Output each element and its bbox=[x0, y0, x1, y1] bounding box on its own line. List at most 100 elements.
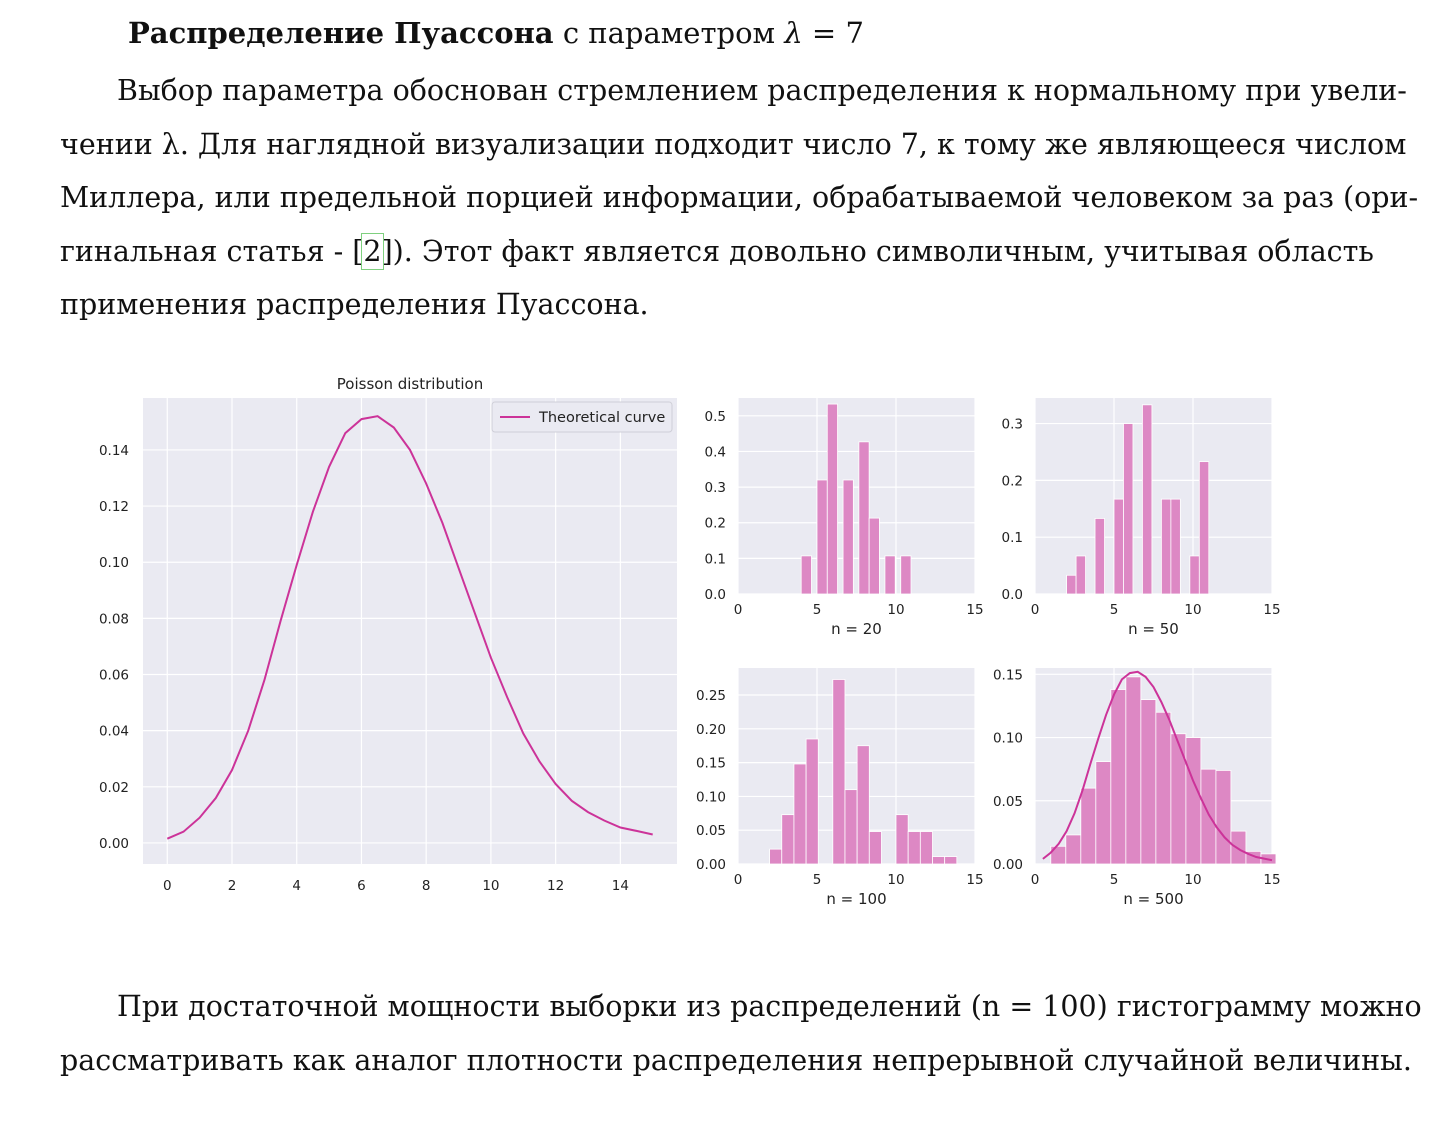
y-tick-label: 0.2 bbox=[1002, 473, 1023, 489]
histogram-bar bbox=[1200, 768, 1217, 865]
y-tick-label: 0.10 bbox=[696, 789, 726, 805]
y-tick-label: 0.06 bbox=[99, 668, 129, 684]
y-tick-label: 0.08 bbox=[99, 611, 129, 627]
x-axis-label: n = 500 bbox=[1123, 890, 1183, 908]
histogram-bar bbox=[769, 848, 783, 865]
x-tick-label: 10 bbox=[1184, 872, 1201, 888]
histogram-bar bbox=[900, 555, 912, 595]
y-tick-label: 0.15 bbox=[696, 756, 726, 772]
y-tick-label: 0.05 bbox=[696, 823, 726, 839]
y-tick-label: 0.3 bbox=[705, 480, 726, 496]
histogram-bar bbox=[944, 856, 958, 865]
histogram-bar bbox=[844, 789, 858, 865]
x-tick-label: 12 bbox=[547, 878, 564, 894]
y-tick-label: 0.0 bbox=[705, 587, 726, 603]
histogram-bar bbox=[858, 441, 870, 595]
histogram-n500: 0 5 10 15 0.00 0.05 0.10 0.15 n = 500 bbox=[993, 667, 1281, 908]
histogram-bar bbox=[1095, 761, 1112, 865]
y-tick-label: 0.5 bbox=[705, 409, 726, 425]
paragraph-1-line-2: чении λ. Для наглядной визуализации подх… bbox=[60, 127, 1407, 161]
x-tick-label: 2 bbox=[228, 878, 237, 894]
histogram-bar bbox=[1189, 555, 1200, 595]
x-tick-label: 10 bbox=[887, 872, 904, 888]
histogram-bar bbox=[1198, 461, 1210, 595]
y-tick-label: 0.1 bbox=[705, 551, 726, 567]
y-tick-label: 0.12 bbox=[99, 499, 129, 515]
x-tick-label: 10 bbox=[887, 602, 904, 618]
histogram-bar bbox=[895, 814, 909, 865]
citation-link[interactable]: 2 bbox=[361, 232, 384, 270]
y-tick-label: 0.0 bbox=[1002, 587, 1023, 603]
y-tick-label: 0.4 bbox=[705, 444, 726, 460]
x-tick-label: 0 bbox=[1031, 602, 1040, 618]
x-tick-label: 15 bbox=[966, 602, 983, 618]
histogram-bar bbox=[1125, 676, 1142, 865]
histogram-bar bbox=[832, 679, 846, 865]
x-tick-label: 5 bbox=[1110, 872, 1119, 888]
histogram-n100: 0 5 10 15 0.00 0.05 0.10 0.15 0.20 0.25 n = 100 bbox=[696, 668, 984, 908]
histogram-bar bbox=[826, 403, 838, 595]
legend-label: Theoretical curve bbox=[538, 410, 665, 426]
x-tick-label: 5 bbox=[813, 872, 822, 888]
section-heading: Распределение Пуассона с параметром λ = … bbox=[128, 16, 864, 50]
x-tick-label: 15 bbox=[1263, 602, 1280, 618]
x-tick-label: 15 bbox=[966, 872, 983, 888]
histogram-bar bbox=[1140, 699, 1157, 865]
legend-box bbox=[491, 401, 673, 433]
density-curve bbox=[1042, 670, 1273, 862]
histogram-bar bbox=[816, 479, 828, 595]
x-tick-label: 0 bbox=[734, 872, 743, 888]
theoretical-curve bbox=[166, 415, 653, 840]
paragraph-1-line-4: гинальная статья - [2]). Этот факт являе… bbox=[60, 225, 1374, 279]
histogram-bar bbox=[884, 555, 896, 595]
histogram-bar bbox=[1142, 404, 1153, 595]
y-tick-label: 0.14 bbox=[99, 443, 129, 459]
x-tick-label: 10 bbox=[1184, 602, 1201, 618]
paragraph-2-line-1: При достаточной мощности выборки из расп… bbox=[117, 990, 1422, 1023]
x-axis-label: n = 20 bbox=[831, 620, 882, 638]
histogram-bar bbox=[1094, 518, 1105, 595]
y-tick-label: 0.02 bbox=[99, 780, 129, 796]
y-tick-label: 0.15 bbox=[993, 667, 1023, 683]
histogram-bar bbox=[1215, 770, 1232, 865]
x-tick-label: 0 bbox=[163, 878, 172, 894]
main-chart: 0 2 4 6 8 10 12 14 0.00 0.02 0.04 0.06 0.08 0.10 0.12 0… bbox=[99, 375, 677, 894]
histogram-bar bbox=[1113, 498, 1124, 595]
x-tick-label: 5 bbox=[1110, 602, 1119, 618]
y-tick-label: 0.20 bbox=[696, 722, 726, 738]
y-tick-label: 0.10 bbox=[99, 555, 129, 571]
histogram-n20: 0 5 10 15 0.0 0.1 0.2 0.3 0.4 0.5 n = 20 bbox=[705, 398, 984, 638]
paragraph-1: Выбор параметра обоснован стремлением ра… bbox=[60, 64, 1418, 332]
histogram-bar bbox=[1185, 737, 1202, 865]
paragraph-2-line-2: рассматривать как аналог плотности распр… bbox=[60, 1043, 1412, 1077]
y-tick-label: 0.00 bbox=[99, 836, 129, 852]
histogram-n50: 0 5 10 15 0.0 0.1 0.2 0.3 n = 50 bbox=[1002, 398, 1281, 638]
y-tick-label: 0.2 bbox=[705, 516, 726, 532]
histogram-bar bbox=[868, 517, 880, 595]
histogram-bar bbox=[1075, 555, 1086, 595]
histogram-bar bbox=[842, 479, 854, 595]
histogram-bar bbox=[868, 831, 882, 865]
histogram-bar bbox=[919, 831, 933, 865]
x-tick-label: 0 bbox=[734, 602, 743, 618]
histogram-bar bbox=[805, 738, 819, 865]
plot-background bbox=[1035, 398, 1272, 594]
histogram-bar bbox=[1110, 689, 1127, 865]
x-tick-label: 4 bbox=[292, 878, 301, 894]
x-tick-label: 10 bbox=[482, 878, 499, 894]
paragraph-1-line-1: Выбор параметра обоснован стремлением ра… bbox=[117, 74, 1407, 107]
x-tick-label: 6 bbox=[357, 878, 366, 894]
x-tick-label: 0 bbox=[1031, 872, 1040, 888]
y-tick-label: 0.1 bbox=[1002, 530, 1023, 546]
histogram-bar bbox=[1065, 834, 1082, 865]
y-tick-label: 0.25 bbox=[696, 688, 726, 704]
histogram-bar bbox=[800, 555, 812, 595]
line-4-start: гинальная статья - [ bbox=[60, 234, 364, 268]
x-axis-label: n = 50 bbox=[1128, 620, 1179, 638]
histogram-bar bbox=[856, 745, 870, 865]
line-4-end: ]). Этот факт является довольно символич… bbox=[381, 234, 1374, 268]
x-tick-label: 8 bbox=[422, 878, 431, 894]
heading-lambda: λ bbox=[784, 16, 803, 50]
heading-rest: с параметром bbox=[562, 16, 776, 50]
plot-background bbox=[143, 398, 677, 864]
